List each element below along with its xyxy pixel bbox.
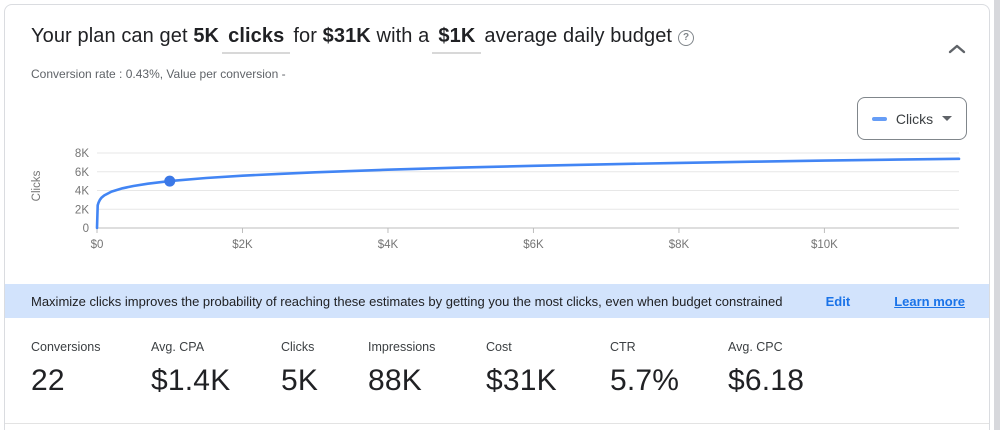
edit-link[interactable]: Edit	[825, 293, 851, 309]
y-tick-label: 6K	[75, 167, 89, 179]
metric-label: Avg. CPC	[728, 340, 783, 354]
title-with: with a	[376, 25, 430, 47]
metric-label: Impressions	[368, 340, 436, 354]
metric-value: $6.18	[728, 364, 805, 397]
legend-swatch	[871, 116, 887, 121]
y-tick-label: 4K	[75, 186, 89, 198]
y-axis-title: Clicks	[31, 170, 43, 202]
title-clicks-value: 5K	[193, 25, 220, 47]
metric-unit-selector[interactable]: clicks	[222, 25, 291, 54]
title-prefix: Your plan can get	[31, 25, 188, 47]
x-tick-label: $10K	[811, 239, 838, 251]
metric-value: 5K	[281, 364, 319, 397]
info-banner-text: Maximize clicks improves the probability…	[31, 293, 783, 309]
metric-value: 5.7%	[610, 364, 680, 397]
metric-value: 22	[31, 364, 65, 397]
metric-value: 88K	[368, 364, 422, 397]
metric-value: $1.4K	[151, 364, 231, 397]
metric-label: Clicks	[281, 340, 315, 354]
x-tick-label: $0	[91, 239, 104, 251]
scrollbar[interactable]	[994, 0, 1000, 430]
metric-label: Conversions	[31, 340, 101, 354]
y-tick-label: 0	[83, 223, 89, 235]
conversion-rate-note: Conversion rate : 0.43%, Value per conve…	[31, 67, 286, 81]
page-title: Your plan can get 5K clicks for $31K with …	[31, 25, 695, 54]
info-banner: Maximize clicks improves the probability…	[5, 284, 989, 318]
x-tick-label: $6K	[523, 239, 544, 251]
y-tick-label: 2K	[75, 204, 89, 216]
bottom-divider	[5, 423, 989, 424]
title-for: for	[293, 25, 317, 47]
metric-value: $31K	[486, 364, 557, 397]
metric-label: Avg. CPA	[151, 340, 205, 354]
metric-dropdown[interactable]: Clicks	[857, 97, 967, 140]
x-tick-label: $8K	[669, 239, 690, 251]
budget-selector[interactable]: $1K	[432, 25, 482, 54]
x-tick-label: $2K	[232, 239, 253, 251]
learn-more-link[interactable]: Learn more	[894, 293, 965, 309]
metric-avg-cpa: Avg. CPA $1.4K	[151, 339, 281, 399]
metric-avg-cpc: Avg. CPC $6.18	[728, 339, 804, 399]
metric-label: Cost	[486, 340, 512, 354]
metric-impressions: Impressions 88K	[368, 339, 486, 399]
help-icon[interactable]: ?	[678, 30, 695, 46]
metric-label: CTR	[610, 340, 636, 354]
forecast-chart[interactable]: 0 2K 4K 6K 8K $0 $2K $4K $6K $8K $10K Clicks	[5, 141, 991, 266]
chevron-down-icon	[942, 116, 953, 121]
metrics-row: Conversions 22 Avg. CPA $1.4K Clicks 5K …	[31, 339, 804, 399]
x-tick-label: $4K	[378, 239, 399, 251]
chevron-up-icon	[948, 44, 966, 53]
clicks-curve	[95, 157, 961, 230]
metric-cost: Cost $31K	[486, 339, 610, 399]
forecast-chart-canvas[interactable]: 0 2K 4K 6K 8K $0 $2K $4K $6K $8K $10K	[5, 141, 991, 266]
title-suffix: average daily budget	[484, 25, 673, 47]
title-cost-value: $31K	[322, 25, 371, 47]
selected-plan-point	[164, 175, 176, 187]
collapse-button[interactable]	[943, 35, 971, 63]
metric-clicks: Clicks 5K	[281, 339, 368, 399]
metric-conversions: Conversions 22	[31, 339, 151, 399]
y-tick-label: 8K	[75, 148, 89, 160]
metric-dropdown-label: Clicks	[895, 110, 934, 127]
plan-forecast-card: Your plan can get 5K clicks for $31K with …	[4, 4, 990, 430]
metric-ctr: CTR 5.7%	[610, 339, 728, 399]
